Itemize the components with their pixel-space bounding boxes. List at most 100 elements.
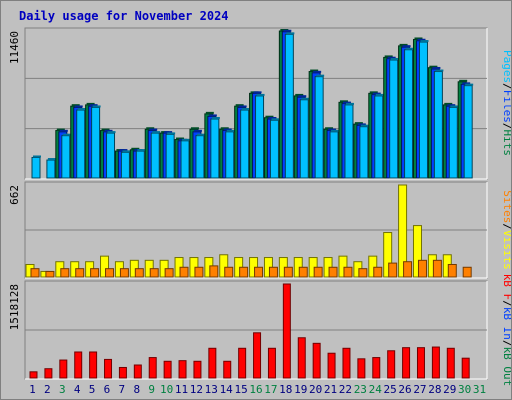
kb-bar	[402, 347, 411, 379]
pages-bar-top	[286, 32, 295, 35]
kb-bar	[59, 359, 68, 379]
files-bar-top	[298, 95, 307, 98]
y-max-label: 1518128	[8, 284, 21, 330]
hits-bar-top	[131, 147, 140, 150]
sites-bar	[417, 259, 427, 278]
day-label: 1	[29, 383, 36, 396]
hits-bar-top	[384, 55, 393, 58]
kb-bar	[178, 360, 187, 379]
kb-bar	[297, 337, 306, 379]
sites-bar	[105, 268, 115, 278]
pages-bar	[374, 95, 384, 179]
files-bar-top	[402, 45, 411, 48]
files-bar-top	[462, 82, 471, 85]
files-bar-top	[447, 104, 456, 107]
pages-bar-top	[331, 129, 340, 132]
kb-bar	[118, 366, 127, 379]
legend-kb-in: kB In	[501, 307, 511, 340]
day-label: 27	[413, 383, 426, 396]
day-label: 28	[428, 383, 441, 396]
pages-bar-top	[316, 74, 325, 77]
day-label: 10	[160, 383, 173, 396]
pages-bar-top	[47, 158, 56, 161]
day-label: 21	[324, 383, 337, 396]
pages-bar-top	[345, 102, 354, 105]
sites-bar	[462, 266, 472, 278]
legend-separator: /	[501, 223, 511, 230]
sites-bar	[268, 266, 278, 278]
visits-bar	[338, 255, 348, 278]
pages-bar-top	[360, 124, 369, 127]
sites-bar	[432, 259, 442, 278]
kb-bar	[416, 347, 425, 379]
legend-separator: /	[501, 123, 511, 130]
day-label: 22	[339, 383, 352, 396]
visits-bar	[100, 255, 110, 278]
pages-bar	[269, 119, 279, 179]
sites-bar	[313, 266, 323, 278]
kb-bar	[44, 368, 53, 379]
sites-bar	[90, 268, 100, 278]
day-label: 11	[175, 383, 188, 396]
pages-bar	[165, 133, 175, 179]
day-label: 26	[398, 383, 411, 396]
day-label: 8	[133, 383, 140, 396]
sites-bar	[239, 266, 249, 278]
pages-bar-top	[211, 116, 220, 119]
sites-bar	[298, 266, 308, 278]
hits-bar-top	[310, 69, 319, 72]
pages-bar-top	[152, 131, 161, 134]
hits-bar-top	[295, 93, 304, 96]
legend-files: Files	[501, 90, 511, 123]
sites-bar	[209, 265, 219, 278]
day-label: 2	[44, 383, 51, 396]
pages-bar	[448, 106, 458, 179]
pages-bar	[463, 85, 473, 179]
hits-bar-top	[71, 104, 80, 107]
files-bar-top	[283, 29, 292, 32]
hits-bar-top	[220, 127, 229, 130]
legend-kb-out: kB Out	[501, 347, 511, 387]
files-bar-top	[193, 129, 202, 132]
kb-bar	[342, 347, 351, 379]
files-bar-top	[223, 128, 232, 131]
y-max-label: 11460	[8, 31, 21, 64]
legend-separator: /	[501, 340, 511, 347]
files-bar-top	[387, 56, 396, 59]
files-bar-top	[328, 128, 337, 131]
legend-middle: Sites/Visits	[501, 190, 511, 270]
hits-bar-top	[205, 111, 214, 114]
sites-bar	[388, 262, 398, 278]
visits-bar	[412, 225, 422, 278]
hits-bar-top	[459, 79, 468, 82]
pages-bar	[314, 76, 324, 179]
pages-bar-top	[375, 93, 384, 96]
visits-bar	[368, 255, 378, 278]
sites-bar	[134, 268, 144, 278]
pages-bar	[433, 71, 443, 179]
day-label: 9	[148, 383, 155, 396]
pages-bar	[210, 118, 220, 179]
kb-bar	[267, 347, 276, 379]
pages-bar	[225, 131, 235, 179]
kb-bar	[238, 347, 247, 379]
files-bar-top	[313, 70, 322, 73]
pages-bar-top	[420, 40, 429, 43]
sites-bar	[119, 268, 129, 278]
pages-bar	[76, 109, 86, 179]
day-label: 12	[190, 383, 203, 396]
day-label: 4	[74, 383, 81, 396]
sites-bar	[179, 266, 189, 278]
pages-bar-top	[390, 57, 399, 60]
day-label: 24	[369, 383, 383, 396]
pages-bar	[106, 132, 116, 179]
sites-bar	[164, 268, 174, 278]
hits-bar-top	[265, 115, 274, 118]
kb-bar	[148, 357, 157, 379]
legend-separator: /	[501, 300, 511, 307]
kb-bar	[372, 357, 381, 379]
hits-bar-top	[429, 65, 438, 68]
y-max-label: 662	[8, 185, 21, 205]
files-bar-top	[268, 116, 277, 119]
legend-top: Pages/Files/Hits	[501, 50, 511, 156]
